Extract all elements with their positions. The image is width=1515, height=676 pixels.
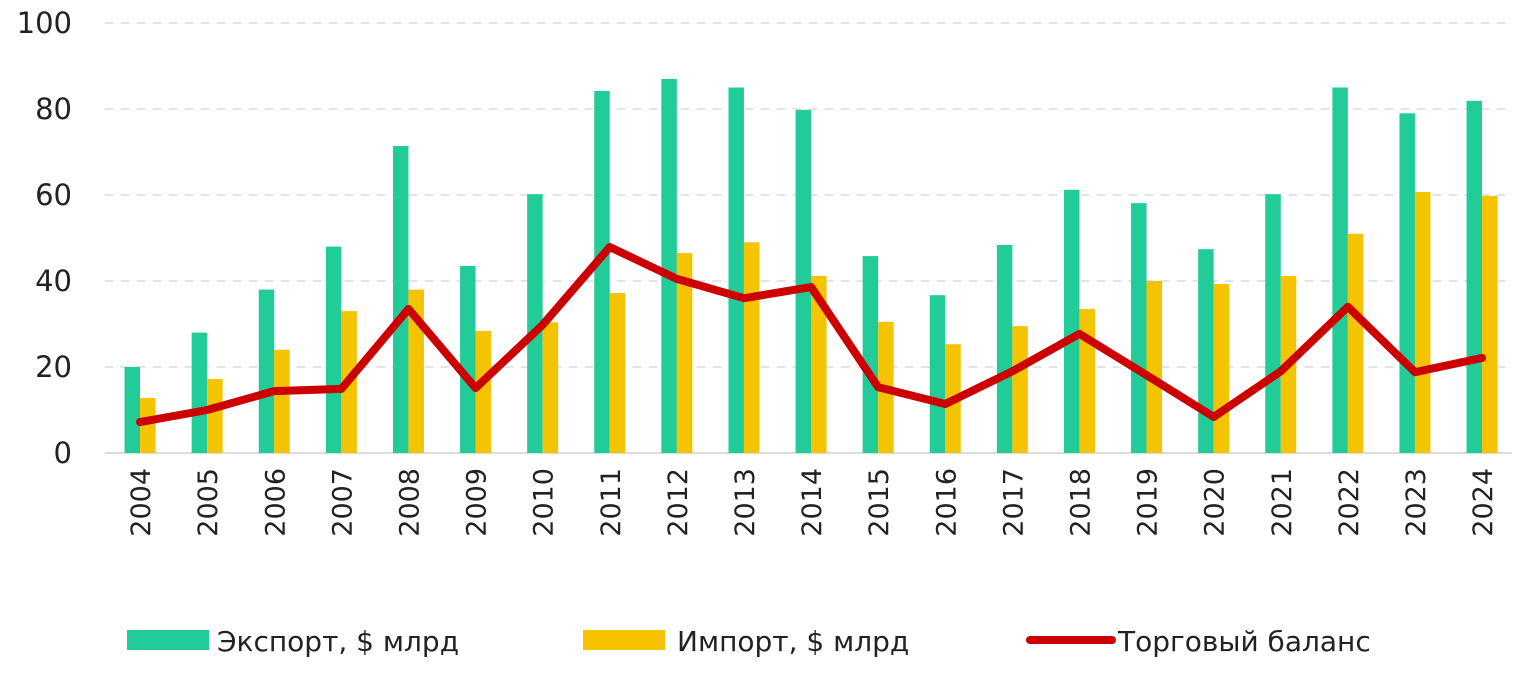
x-tick-label: 2019 <box>1133 468 1164 537</box>
bar-import <box>1012 326 1028 453</box>
bar-import <box>475 330 492 453</box>
bar-import <box>1079 308 1095 453</box>
y-tick-label: 100 <box>17 6 72 40</box>
bar-export <box>929 295 946 453</box>
x-tick-label: 2006 <box>260 468 291 537</box>
x-tick-label: 2016 <box>931 468 962 537</box>
x-tick-label: 2023 <box>1401 468 1432 537</box>
x-tick-label: 2007 <box>327 468 358 537</box>
legend-label: Импорт, $ млрд <box>677 625 909 658</box>
x-tick-label: 2010 <box>529 468 560 537</box>
bar-import <box>140 397 156 453</box>
bar-export <box>1399 113 1415 454</box>
x-tick-label: 2020 <box>1200 468 1231 537</box>
bar-export <box>728 87 744 453</box>
x-tick-label: 2017 <box>998 468 1029 537</box>
x-tick-label: 2022 <box>1334 468 1365 537</box>
x-tick-label: 2004 <box>126 468 157 537</box>
bar-export <box>1131 203 1147 453</box>
bar-export <box>1063 189 1080 453</box>
bar-export <box>392 145 409 454</box>
bar-export <box>996 244 1013 453</box>
bar-import <box>408 289 424 453</box>
bar-import <box>743 242 760 453</box>
x-tick-label: 2018 <box>1065 468 1096 537</box>
y-tick-label: 40 <box>35 264 72 298</box>
bar-export <box>661 78 677 454</box>
bar-export <box>1466 100 1483 453</box>
bar-import <box>1347 233 1364 453</box>
x-tick-label: 2009 <box>462 468 493 537</box>
line-trade-balance <box>136 243 1487 427</box>
x-tick-label: 2005 <box>193 468 224 537</box>
legend-label: Экспорт, $ млрд <box>217 625 459 658</box>
bar-export <box>1332 87 1348 453</box>
bar-export <box>862 256 879 453</box>
y-tick-label: 0 <box>54 436 72 470</box>
x-tick-label: 2008 <box>394 468 425 537</box>
bar-import <box>1482 195 1498 454</box>
bar-export <box>594 90 610 453</box>
legend-swatch <box>127 630 209 650</box>
bar-import <box>811 275 827 453</box>
bar-export <box>325 246 342 453</box>
bar-export <box>1265 194 1281 453</box>
bar-export <box>191 332 208 453</box>
x-tick-label: 2015 <box>864 468 895 537</box>
legend-label: Торговый баланс <box>1117 625 1371 658</box>
bar-export <box>1198 249 1214 453</box>
x-tick-label: 2013 <box>730 468 761 537</box>
legend-swatch <box>583 630 665 650</box>
x-tick-label: 2012 <box>663 468 694 537</box>
bar-import <box>609 293 626 453</box>
bar-export <box>460 265 476 453</box>
y-tick-label: 60 <box>35 178 72 212</box>
bar-import <box>1414 191 1431 454</box>
y-tick-label: 20 <box>35 350 72 384</box>
bar-import <box>207 379 223 453</box>
x-tick-label: 2014 <box>797 468 828 537</box>
bar-export <box>527 194 543 453</box>
x-tick-label: 2011 <box>596 468 627 537</box>
bar-export <box>124 367 141 453</box>
bar-import <box>542 322 559 453</box>
bar-export <box>258 289 275 453</box>
bar-import <box>274 349 290 453</box>
bar-export <box>795 109 812 454</box>
bar-import <box>1213 284 1230 453</box>
bar-import <box>676 253 693 453</box>
x-tick-label: 2024 <box>1468 468 1499 537</box>
bar-import <box>1146 281 1163 453</box>
y-tick-label: 80 <box>35 92 72 126</box>
x-tick-label: 2021 <box>1267 468 1298 537</box>
